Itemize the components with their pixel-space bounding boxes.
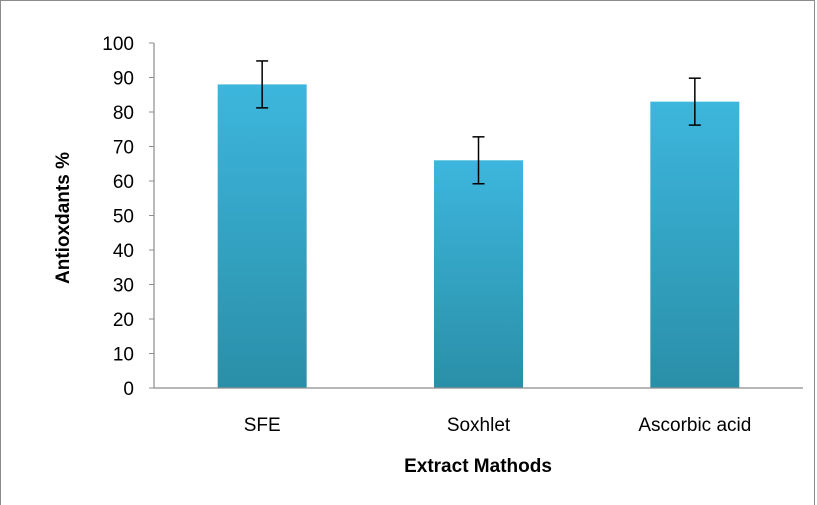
error-bars [256,60,701,185]
y-tick-label: 90 [113,69,134,90]
error-bar [256,60,269,109]
bars [217,84,740,389]
bar-soxhlet [434,160,523,388]
y-tick-label: 40 [113,241,134,262]
y-tick-label: 20 [113,310,134,331]
x-axis-labels: SFE Soxhlet Ascorbic acid [244,415,752,436]
y-axis-title: Antioxdants % [53,152,74,284]
bar-sfe [217,84,307,389]
error-bar [688,77,701,126]
x-tick-label: SFE [244,415,281,436]
error-bar [472,136,485,185]
x-tick-label: Soxhlet [447,415,511,436]
y-tick-label: 60 [113,172,134,193]
y-tick-label: 80 [113,103,134,124]
x-axis-title: Extract Mathods [404,456,552,477]
y-tick-label: 100 [102,34,134,55]
y-tick-label: 0 [123,379,134,400]
bar-ascorbic-acid [650,101,740,389]
y-tick-label: 50 [113,207,134,228]
y-tick-label: 10 [113,345,134,366]
y-axis-ticks: 0 10 20 30 40 50 60 70 80 90 100 [102,34,154,400]
y-tick-label: 30 [113,276,134,297]
y-tick-label: 70 [113,138,134,159]
x-tick-label: Ascorbic acid [638,415,751,436]
